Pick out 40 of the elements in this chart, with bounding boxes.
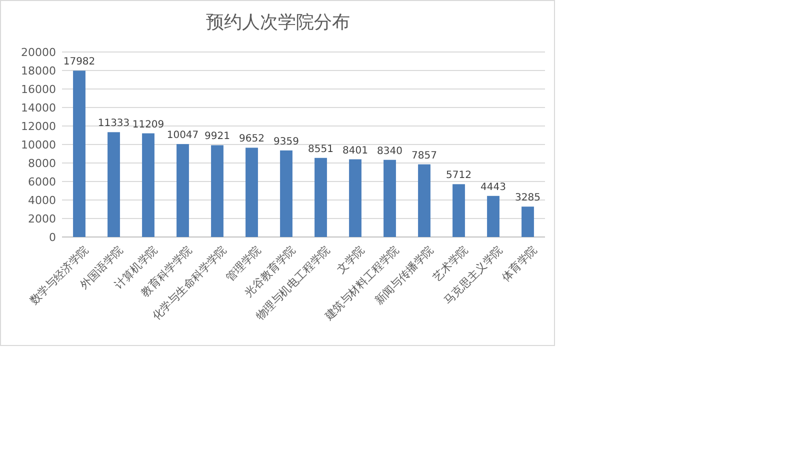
- y-tick-label: 14000: [21, 102, 56, 114]
- bar: [108, 132, 120, 237]
- data-label: 11333: [98, 118, 130, 130]
- bar: [522, 206, 534, 237]
- y-tick-label: 18000: [21, 64, 56, 78]
- y-tick-label: 0: [49, 231, 56, 244]
- bar: [73, 70, 86, 237]
- data-label: 9359: [274, 136, 299, 148]
- bar: [452, 184, 465, 237]
- data-label: 7857: [412, 150, 437, 162]
- data-label: 8401: [342, 145, 368, 156]
- data-label: 17982: [63, 56, 96, 68]
- bar: [176, 144, 189, 237]
- data-label: 8551: [308, 144, 334, 155]
- bar: [418, 164, 430, 237]
- y-tick-label: 2000: [28, 212, 56, 226]
- data-label: 10047: [166, 130, 199, 142]
- data-label: 4443: [480, 182, 506, 193]
- data-label: 11209: [132, 119, 164, 130]
- data-label: 8340: [377, 146, 402, 157]
- y-tick-label: 20000: [21, 46, 56, 59]
- y-tick-label: 16000: [21, 83, 56, 96]
- data-label: 3285: [515, 192, 540, 204]
- bar: [384, 160, 396, 237]
- bar: [349, 159, 362, 237]
- bar: [142, 133, 154, 237]
- data-label: 9652: [239, 134, 264, 145]
- y-tick-label: 8000: [28, 157, 56, 170]
- bar: [211, 145, 224, 237]
- bar: [246, 148, 258, 237]
- bar: [314, 158, 327, 237]
- chart-title: 预约人次学院分布: [206, 12, 350, 33]
- bar: [280, 150, 292, 237]
- y-tick-label: 4000: [28, 194, 56, 207]
- y-tick-label: 6000: [28, 176, 56, 188]
- y-tick-label: 10000: [21, 138, 56, 152]
- data-label: 5712: [446, 170, 472, 182]
- bar: [487, 196, 500, 237]
- data-label: 9921: [204, 131, 230, 142]
- y-tick-label: 12000: [21, 120, 56, 133]
